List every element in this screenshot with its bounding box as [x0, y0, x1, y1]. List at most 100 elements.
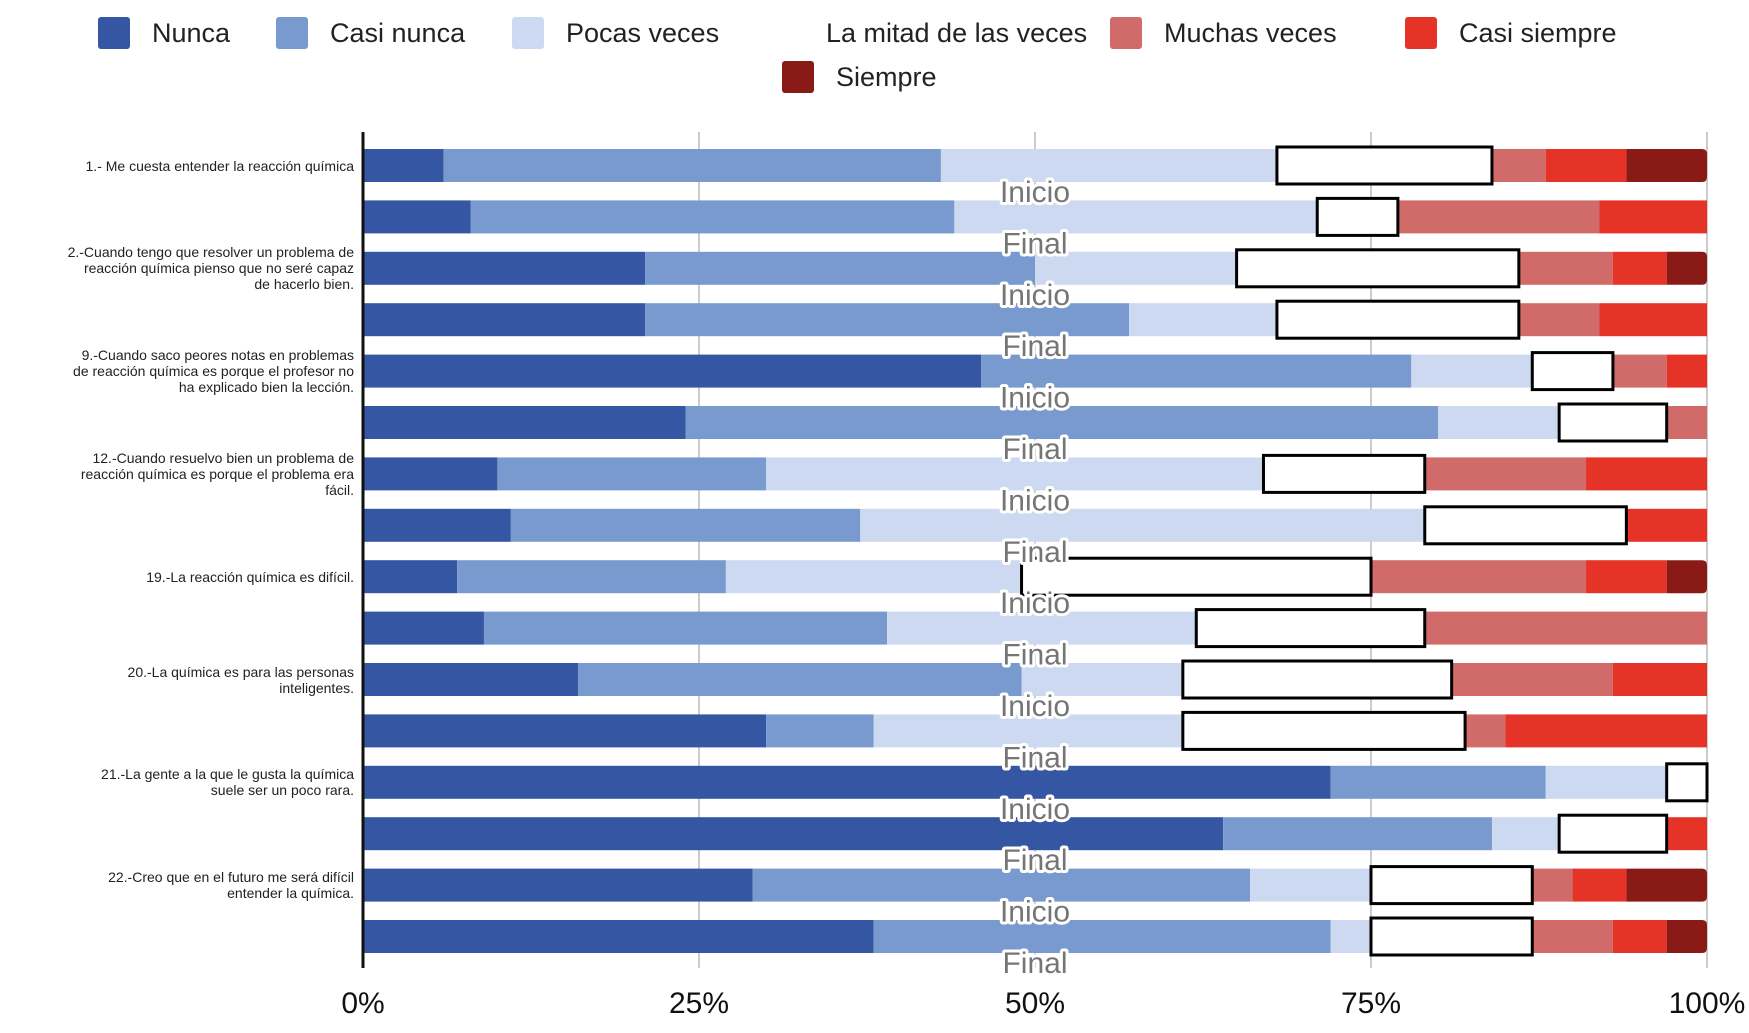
segment-pocas-veces [1438, 406, 1560, 439]
segment-casi-siempre [1612, 920, 1667, 953]
segment-casi-nunca [645, 251, 1035, 285]
phase-label: Final [1002, 433, 1067, 466]
segment-muchas-veces [1371, 560, 1587, 594]
segment-la-mitad-de-las-veces [1665, 762, 1709, 803]
segment-casi-siempre [1586, 560, 1667, 594]
segment-pocas-veces [1491, 817, 1560, 851]
segment-muchas-veces [1465, 714, 1506, 748]
bar-final [363, 299, 1707, 340]
legend-item[interactable]: Nunca [98, 16, 230, 50]
phase-label: Final [1002, 639, 1067, 672]
segment-muchas-veces [1397, 200, 1600, 234]
question-label-line: de hacerlo bien. [254, 276, 354, 293]
legend-swatch [1110, 17, 1142, 49]
segment-siempre [1626, 149, 1707, 182]
segment-casi-nunca [1330, 765, 1546, 799]
segment-casi-siempre [1505, 714, 1707, 748]
bar-inicio [363, 248, 1707, 289]
legend-swatch [1405, 17, 1437, 49]
segment-pocas-veces [1129, 303, 1277, 337]
legend-item[interactable]: Casi nunca [276, 16, 465, 50]
phase-label: Inicio [1000, 587, 1070, 620]
segment-casi-nunca [470, 200, 955, 234]
segment-la-mitad-de-las-veces [1020, 556, 1373, 597]
question-label-line: 9.-Cuando saco peores notas en problemas [81, 347, 354, 364]
legend-swatch [782, 61, 814, 93]
legend-item[interactable]: Casi siempre [1405, 16, 1617, 50]
segment-la-mitad-de-las-veces [1315, 196, 1400, 237]
bar-inicio [363, 145, 1707, 186]
x-tick-label: 25% [669, 987, 729, 1020]
phase-label: Inicio [1000, 382, 1070, 415]
phase-label: Final [1002, 741, 1067, 774]
segment-pocas-veces [940, 149, 1277, 182]
segment-muchas-veces [1451, 663, 1613, 696]
segment-muchas-veces [1666, 406, 1707, 439]
segment-pocas-veces [954, 200, 1318, 234]
x-tick-label: 75% [1341, 987, 1401, 1020]
segment-nunca [363, 149, 444, 182]
phase-label: Inicio [1000, 279, 1070, 312]
legend-label: Nunca [152, 17, 231, 48]
bar-final [363, 916, 1707, 957]
legend-label: Casi nunca [330, 17, 466, 48]
question-label-line: 22.-Creo que en el futuro me será difíci… [108, 869, 354, 886]
segment-muchas-veces [1612, 354, 1667, 388]
segment-nunca [363, 406, 686, 439]
segment-la-mitad-de-las-veces [1557, 402, 1669, 443]
legend-item[interactable]: Muchas veces [1110, 16, 1337, 50]
bar-final [363, 196, 1707, 237]
segment-pocas-veces [873, 714, 1183, 748]
legend-item[interactable]: Pocas veces [512, 16, 719, 50]
bar-final [363, 710, 1707, 751]
segment-casi-nunca [685, 406, 1439, 439]
question-label-line: ha explicado bien la lección. [178, 379, 354, 396]
bar-inicio [363, 556, 1707, 597]
segment-nunca [363, 560, 458, 594]
segment-la-mitad-de-las-veces [1423, 505, 1628, 546]
bar-final [363, 813, 1707, 854]
legend-label: Casi siempre [1459, 17, 1617, 48]
bar-inicio [363, 453, 1707, 494]
bar-inicio [363, 865, 1707, 906]
segment-casi-nunca [873, 920, 1331, 953]
question-label-line: inteligentes. [279, 679, 354, 696]
phase-label: Final [1002, 844, 1067, 877]
question-label-line: 2.-Cuando tengo que resolver un problema… [67, 244, 354, 261]
legend-item[interactable]: Siempre [782, 60, 937, 94]
legend-label: Pocas veces [566, 17, 720, 48]
segment-la-mitad-de-las-veces [1181, 710, 1467, 751]
segment-casi-siempre [1666, 817, 1707, 851]
segment-casi-siempre [1599, 200, 1707, 234]
phase-label: Inicio [1000, 484, 1070, 517]
x-tick-label: 50% [1005, 987, 1065, 1020]
segment-la-mitad-de-las-veces [1275, 299, 1521, 340]
segment-muchas-veces [1532, 920, 1613, 953]
x-tick-label: 100% [1669, 987, 1746, 1020]
segment-casi-siempre [1545, 149, 1627, 182]
segment-nunca [363, 303, 646, 337]
question-label: 20.-La química es para las personas intel… [4, 664, 354, 696]
segment-casi-nunca [443, 149, 941, 182]
question-label-line: suele ser un poco rara. [210, 782, 354, 799]
legend-swatch [512, 17, 544, 49]
segment-nunca [363, 817, 1224, 851]
segment-la-mitad-de-las-veces [1194, 608, 1427, 649]
question-label-line: reacción química pienso que no seré capa… [83, 260, 354, 277]
segment-nunca [363, 611, 484, 645]
legend-label: Siempre [836, 61, 937, 92]
segment-muchas-veces [1518, 303, 1600, 337]
segment-muchas-veces [1424, 457, 1587, 491]
segment-muchas-veces [1424, 611, 1707, 645]
legend-item[interactable]: La mitad de las veces [790, 16, 1087, 50]
segment-siempre [1666, 920, 1707, 953]
segment-la-mitad-de-las-veces [1261, 453, 1427, 494]
question-label-line: 1.- Me cuesta entender la reacción quími… [85, 157, 354, 174]
segment-nunca [363, 457, 498, 491]
segment-casi-nunca [766, 714, 874, 748]
segment-nunca [363, 765, 1331, 799]
segment-pocas-veces [766, 457, 1264, 491]
segment-casi-nunca [645, 303, 1130, 337]
segment-la-mitad-de-las-veces [1181, 659, 1454, 700]
